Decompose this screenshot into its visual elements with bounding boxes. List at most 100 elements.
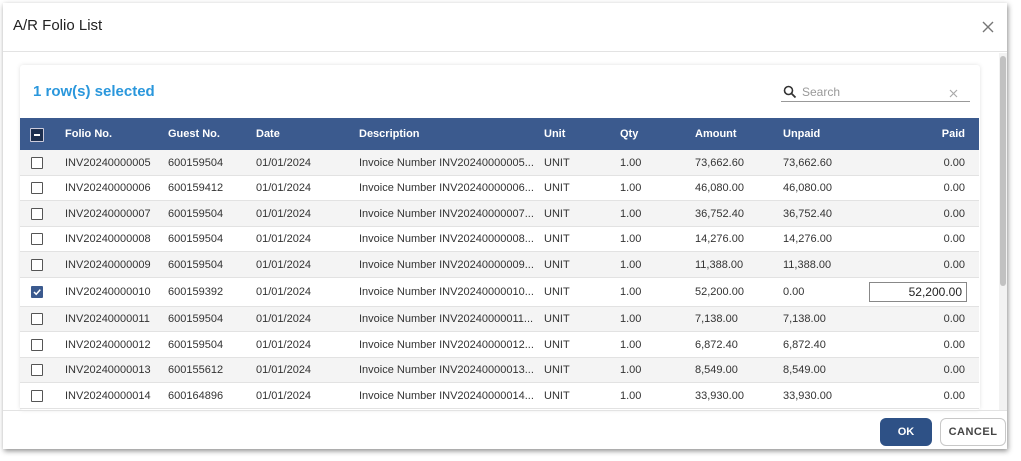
table-cell: 8,549.00 <box>695 364 738 377</box>
table-cell: 01/01/2024 <box>256 313 312 326</box>
table-cell: 0.00 <box>943 338 965 351</box>
table-cell: 600159504 <box>168 338 224 351</box>
table-cell: INV20240000007 <box>65 207 151 220</box>
table-cell: Invoice Number INV20240000008... <box>359 233 534 246</box>
column-header: Paid <box>941 128 965 140</box>
table-cell: 01/01/2024 <box>256 182 312 195</box>
ok-button[interactable]: OK <box>880 418 932 446</box>
table-cell: 8,549.00 <box>783 364 826 377</box>
row-checkbox[interactable] <box>31 338 43 351</box>
table-row[interactable]: INV20240000012 600159504 01/01/2024 Invoice… <box>20 332 979 358</box>
table-cell: Invoice Number INV20240000006... <box>359 182 534 195</box>
table-cell: 01/01/2024 <box>256 389 312 402</box>
table-row[interactable]: INV20240000006 600159412 01/01/2024 Invoice… <box>20 175 979 201</box>
column-header: Unpaid <box>783 128 821 140</box>
table-cell: 6,872.40 <box>695 338 738 351</box>
table-row[interactable]: INV20240000013 600155612 01/01/2024 Invoice… <box>20 357 979 383</box>
table-cell: UNIT <box>544 364 570 377</box>
table-cell: INV20240000006 <box>65 182 151 195</box>
table-cell: 600159504 <box>168 156 224 169</box>
close-button[interactable] <box>981 20 995 34</box>
row-checkbox[interactable] <box>31 286 43 298</box>
search-clear[interactable] <box>949 89 958 98</box>
table-row[interactable]: INV20240000014 600164896 01/01/2024 Invoice… <box>20 383 979 409</box>
table-cell: 46,080.00 <box>783 182 832 195</box>
table-cell: 1.00 <box>620 389 642 402</box>
row-checkbox[interactable] <box>31 364 43 377</box>
table-cell: INV20240000008 <box>65 233 151 246</box>
table-cell: 600159412 <box>168 182 224 195</box>
table-cell: 1.00 <box>620 338 642 351</box>
table-cell: Invoice Number INV20240000005... <box>359 156 534 169</box>
table-cell: 600159504 <box>168 258 224 271</box>
table-cell: Invoice Number INV20240000014... <box>359 389 534 402</box>
table-cell: 1.00 <box>620 207 642 220</box>
table-row[interactable]: INV20240000005 600159504 01/01/2024 Invoice… <box>20 150 979 176</box>
divider <box>3 51 1007 52</box>
column-header: Date <box>256 128 280 140</box>
table-cell: 01/01/2024 <box>256 338 312 351</box>
table-cell: 14,276.00 <box>783 233 832 246</box>
table-cell: 11,388.00 <box>695 258 744 271</box>
table-row[interactable]: INV20240000010 600159392 01/01/2024 Invoice… <box>20 277 979 307</box>
table-cell: 01/01/2024 <box>256 207 312 220</box>
table-cell: 6,872.40 <box>783 338 826 351</box>
table-row[interactable]: INV20240000008 600159504 01/01/2024 Invoice… <box>20 226 979 252</box>
table-cell: 1.00 <box>620 182 642 195</box>
table-cell: UNIT <box>544 338 570 351</box>
paid-input[interactable]: 52,200.00 <box>869 282 967 302</box>
cancel-button[interactable]: CANCEL <box>940 418 1006 446</box>
table-header: Folio No. Guest No. Date Description Unit Qty… <box>20 118 979 150</box>
table-cell: UNIT <box>544 313 570 326</box>
row-checkbox[interactable] <box>31 313 43 326</box>
table-cell: 600159504 <box>168 313 224 326</box>
table-cell: Invoice Number INV20240000007... <box>359 207 534 220</box>
table-cell: 0.00 <box>943 389 965 402</box>
table-cell: Invoice Number INV20240000011... <box>359 313 534 326</box>
table-row[interactable]: INV20240000009 600159504 01/01/2024 Invoice… <box>20 252 979 278</box>
table-cell: 73,662.60 <box>783 156 832 169</box>
table-cell: 600155612 <box>168 364 224 377</box>
table-cell: UNIT <box>544 156 570 169</box>
search-icon <box>783 85 797 99</box>
table-cell: 600159392 <box>168 286 224 298</box>
scrollbar[interactable] <box>999 53 1007 411</box>
table-cell: 46,080.00 <box>695 182 744 195</box>
table-cell: 33,930.00 <box>695 389 744 402</box>
table-cell: 1.00 <box>620 364 642 377</box>
table-cell: 01/01/2024 <box>256 258 312 271</box>
table-cell: UNIT <box>544 207 570 220</box>
row-checkbox[interactable] <box>31 156 43 169</box>
row-checkbox[interactable] <box>31 233 43 246</box>
column-header: Qty <box>620 128 639 140</box>
search-box[interactable]: Search <box>781 83 970 102</box>
table-cell: 0.00 <box>783 286 805 298</box>
table-cell: 01/01/2024 <box>256 233 312 246</box>
search-placeholder: Search <box>802 85 841 99</box>
table-cell: 0.00 <box>943 207 965 220</box>
table-row[interactable]: INV20240000011 600159504 01/01/2024 Invoice… <box>20 306 979 332</box>
table-cell: 1.00 <box>620 156 642 169</box>
dialog: A/R Folio List 1 row(s) selected Search … <box>3 3 1007 449</box>
table-cell: 73,662.60 <box>695 156 744 169</box>
row-checkbox[interactable] <box>31 258 43 271</box>
column-header: Amount <box>695 128 737 140</box>
table-cell: 0.00 <box>943 156 965 169</box>
column-header: Description <box>359 128 420 140</box>
table-cell: 600159504 <box>168 233 224 246</box>
row-checkbox[interactable] <box>31 389 43 402</box>
table-cell: 52,200.00 <box>695 286 744 298</box>
table-cell: 0.00 <box>943 364 965 377</box>
select-all-checkbox[interactable] <box>30 128 44 142</box>
table-cell: UNIT <box>544 258 570 271</box>
row-checkbox[interactable] <box>31 207 43 220</box>
table-row[interactable]: INV20240000007 600159504 01/01/2024 Invoice… <box>20 201 979 227</box>
table-cell: 36,752.40 <box>695 207 744 220</box>
table-cell: UNIT <box>544 389 570 402</box>
table-cell: Invoice Number INV20240000009... <box>359 258 534 271</box>
row-checkbox[interactable] <box>31 182 43 195</box>
table-cell: Invoice Number INV20240000012... <box>359 338 534 351</box>
table-cell: 0.00 <box>943 233 965 246</box>
table-cell: 01/01/2024 <box>256 156 312 169</box>
table-cell: 7,138.00 <box>783 313 826 326</box>
